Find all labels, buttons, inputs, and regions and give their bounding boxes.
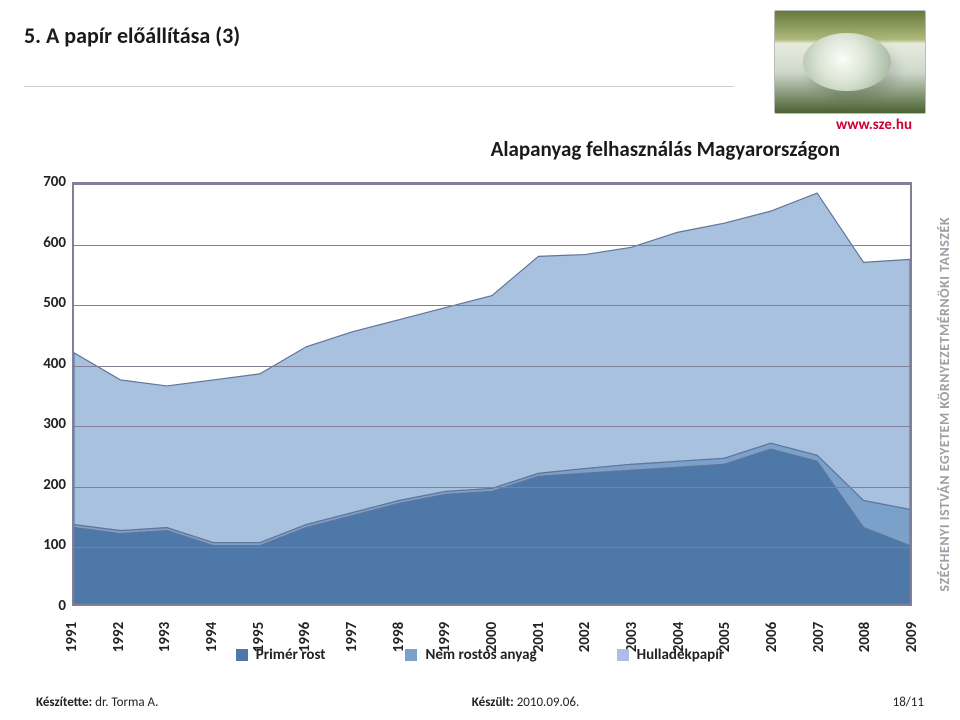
plot-area [72, 182, 912, 606]
footer-author: Készítette: dr. Torma A. [36, 695, 158, 710]
sidebar: SZÉCHENYI ISTVÁN EGYETEM KÖRNYEZETMÉRNÖK… [934, 184, 954, 624]
slide: 5. A papír előállítása (3) www.sze.hu Al… [0, 0, 960, 720]
legend-label: Hulladékpapír [637, 646, 725, 664]
y-tick: 400 [18, 355, 66, 373]
header-image [774, 10, 926, 114]
footer-date: Készült: 2010.09.06. [472, 695, 579, 710]
y-tick: 500 [18, 294, 66, 312]
y-tick: 300 [18, 415, 66, 433]
title-rule [24, 86, 734, 87]
sidebar-text: SZÉCHENYI ISTVÁN EGYETEM KÖRNYEZETMÉRNÖK… [936, 217, 953, 592]
chart: 0100200300400500600700 19911992199319941… [18, 176, 918, 666]
legend-item: Nem rostos anyag [405, 646, 536, 664]
page-title: 5. A papír előállítása (3) [24, 22, 240, 49]
legend-label: Primér rost [256, 646, 326, 664]
footer-page: 18/11 [893, 695, 924, 710]
legend-label: Nem rostos anyag [425, 646, 536, 664]
y-tick: 100 [18, 536, 66, 554]
footer: Készítette: dr. Torma A. Készült: 2010.0… [0, 695, 960, 710]
url-text: www.sze.hu [836, 116, 912, 134]
legend-swatch [405, 649, 417, 661]
y-tick: 700 [18, 173, 66, 191]
legend-item: Hulladékpapír [617, 646, 725, 664]
y-tick: 0 [18, 597, 66, 615]
legend-swatch [617, 649, 629, 661]
chart-title: Alapanyag felhasználás Magyarországon [0, 136, 900, 162]
legend: Primér rost Nem rostos anyag Hulladékpapír [0, 646, 960, 664]
y-tick: 600 [18, 234, 66, 252]
y-tick: 200 [18, 476, 66, 494]
stacked-area [74, 184, 910, 606]
legend-item: Primér rost [236, 646, 326, 664]
legend-swatch [236, 649, 248, 661]
